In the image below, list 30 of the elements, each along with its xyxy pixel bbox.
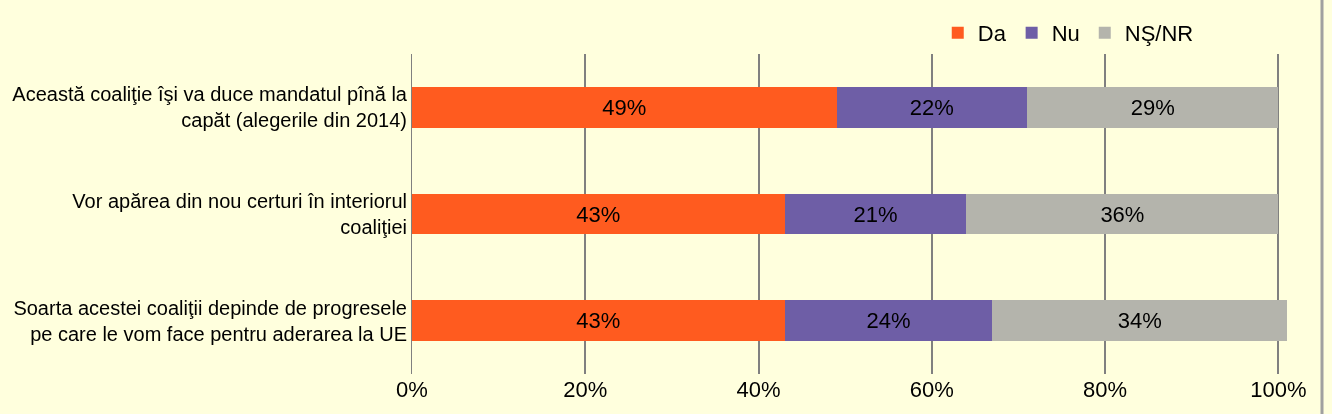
legend-label: Nu	[1051, 21, 1080, 47]
x-tick-label: 20%	[563, 377, 608, 402]
x-tick-label: 0%	[396, 377, 428, 402]
y-tick-label: Soarta acestei coaliţii depinde de progresele pe care le vom face pentru aderarea la UE	[13, 296, 407, 345]
data-label: 21%	[853, 201, 898, 227]
bar	[966, 193, 1279, 235]
bar	[412, 87, 837, 128]
x-tick-label: 40%	[736, 377, 781, 402]
bar	[992, 300, 1287, 341]
y-tick-label: Vor apărea din nou certuri în interiorul coaliţiei	[72, 190, 407, 238]
bar	[1027, 87, 1279, 128]
bar	[836, 87, 1028, 128]
bar	[412, 300, 785, 341]
data-label: 29%	[1130, 94, 1175, 120]
data-label: 36%	[1100, 201, 1145, 227]
legend-label: NŞ/NR	[1124, 21, 1194, 47]
data-label: 24%	[866, 308, 911, 334]
bar	[412, 193, 785, 235]
x-tick-label: 60%	[909, 377, 954, 402]
bar	[784, 300, 993, 341]
x-tick-label: 80%	[1083, 377, 1128, 402]
bar	[784, 193, 967, 235]
data-label: 22%	[909, 94, 954, 120]
data-label: 49%	[602, 94, 647, 120]
data-label: 34%	[1117, 308, 1162, 334]
legend-label: Da	[977, 21, 1007, 47]
data-label: 43%	[576, 201, 621, 227]
y-tick-label: Această coaliţie îşi va duce mandatul pînă la capăt (alegerile din 2014)	[12, 83, 408, 132]
data-label: 43%	[576, 308, 621, 334]
x-tick-label: 100%	[1250, 377, 1307, 402]
